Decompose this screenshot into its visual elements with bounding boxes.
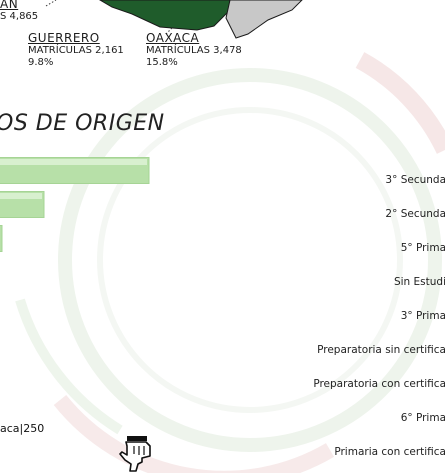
map-label-guerrero: GUERRERO MATRÍCULAS 2,161 9.8% [28, 31, 124, 69]
category-label: 5° Prima [401, 242, 445, 254]
category-label: Preparatoria con certifica [313, 378, 445, 390]
state-enrollments: S 4,865 [0, 11, 39, 23]
state-enrollments: MATRÍCULAS 3,478 [146, 45, 242, 57]
category-label: 3° Prima [401, 310, 445, 322]
footnote-text: aca|250 [0, 422, 45, 435]
state-percentage: 9.8% [28, 57, 54, 69]
pointing-hand-icon[interactable] [116, 434, 156, 472]
section-title: OS DE ORIGEN [0, 111, 165, 136]
category-label: Preparatoria sin certifica [317, 344, 445, 356]
bar-highlight [0, 159, 147, 165]
mexico-map [45, 0, 303, 39]
state-name: GUERRERO [28, 31, 100, 45]
category-label: 3° Secunda [385, 174, 445, 186]
category-label: Primaria con certifica [334, 446, 445, 458]
category-label: 6° Prima [401, 412, 445, 424]
state-enrollments: MATRÍCULAS 2,161 [28, 45, 124, 57]
bar-highlight [0, 193, 42, 199]
state-name: OAXACA [146, 31, 200, 45]
map-label-michoacan: ÁN S 4,865 [0, 0, 38, 23]
map-leader-line [165, 27, 173, 35]
map-label-oaxaca: OAXACA MATRÍCULAS 3,478 15.8% [146, 31, 242, 69]
bar [0, 225, 3, 252]
map-region-gray [225, 0, 303, 39]
state-name: ÁN [0, 0, 19, 11]
state-percentage: 15.8% [146, 57, 178, 69]
category-label: 2° Secunda [385, 208, 445, 220]
category-label: Sin Estudi [394, 276, 445, 288]
